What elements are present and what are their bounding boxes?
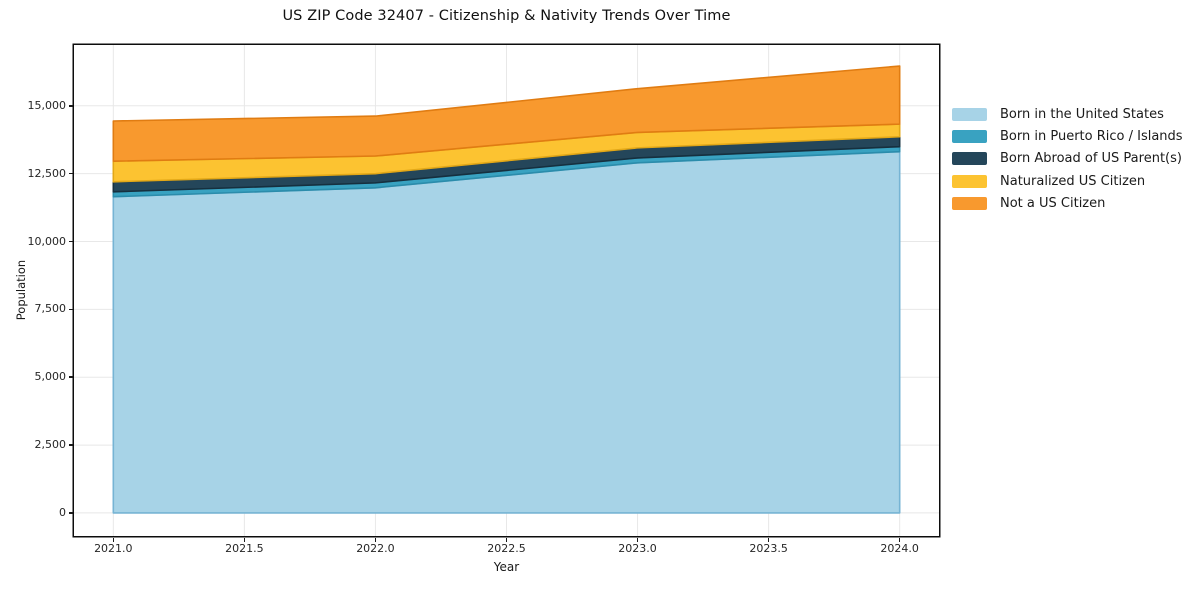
legend-item: Born Abroad of US Parent(s) — [952, 148, 1183, 170]
x-tick-label: 2021.5 — [225, 542, 264, 555]
legend-swatch — [952, 107, 987, 121]
x-tick-mark — [243, 537, 246, 542]
legend-item: Not a US Citizen — [952, 193, 1183, 215]
legend-label: Not a US Citizen — [1000, 196, 1106, 212]
x-tick-mark — [636, 537, 639, 542]
y-tick-mark — [68, 105, 73, 107]
y-tick-mark — [68, 308, 73, 311]
legend-item: Born in Puerto Rico / Islands — [952, 125, 1183, 147]
legend-swatch — [952, 174, 987, 188]
y-tick-label: 0 — [59, 505, 66, 519]
y-tick-label: 12,500 — [27, 166, 67, 180]
legend-label: Naturalized US Citizen — [1000, 173, 1146, 189]
area-series-4 — [112, 65, 901, 162]
x-tick-label: 2024.0 — [880, 542, 919, 555]
x-tick-mark — [898, 537, 901, 542]
y-tick-label: 7,500 — [34, 302, 67, 316]
y-tick-label: 5,000 — [34, 370, 67, 384]
y-tick-mark — [68, 444, 73, 446]
y-tick-mark — [68, 240, 73, 243]
x-tick-mark — [112, 537, 115, 542]
y-tick-label: 15,000 — [27, 98, 67, 112]
plot-area — [74, 45, 939, 536]
y-tick-mark — [68, 172, 73, 175]
x-tick-mark — [767, 537, 770, 542]
legend: Born in the United States Born in Puerto … — [952, 103, 1183, 215]
legend-item: Born in the United States — [952, 103, 1183, 125]
x-tick-label: 2023.5 — [749, 542, 788, 555]
x-tick-label: 2021.0 — [94, 542, 133, 555]
x-tick-mark — [374, 537, 377, 542]
x-tick-label: 2022.0 — [356, 542, 395, 555]
chart-svg — [74, 45, 939, 536]
x-tick-label: 2023.0 — [618, 542, 657, 555]
legend-label: Born in the United States — [1000, 106, 1164, 122]
y-tick-label: 10,000 — [27, 234, 67, 248]
legend-label: Born Abroad of US Parent(s) — [1000, 151, 1182, 167]
y-axis-title: Population — [14, 259, 28, 321]
x-axis-title: Year — [493, 560, 520, 574]
legend-label: Born in Puerto Rico / Islands — [1000, 129, 1183, 145]
y-tick-mark — [68, 512, 73, 514]
legend-swatch — [952, 152, 987, 166]
x-tick-mark — [505, 537, 508, 542]
legend-item: Naturalized US Citizen — [952, 170, 1183, 192]
area-series-0 — [112, 150, 901, 514]
x-tick-label: 2022.5 — [487, 542, 526, 555]
y-tick-mark — [68, 376, 73, 378]
y-tick-label: 2,500 — [34, 438, 67, 452]
legend-swatch — [952, 197, 987, 211]
legend-swatch — [952, 130, 987, 144]
chart-title: US ZIP Code 32407 - Citizenship & Nativi… — [282, 8, 731, 24]
